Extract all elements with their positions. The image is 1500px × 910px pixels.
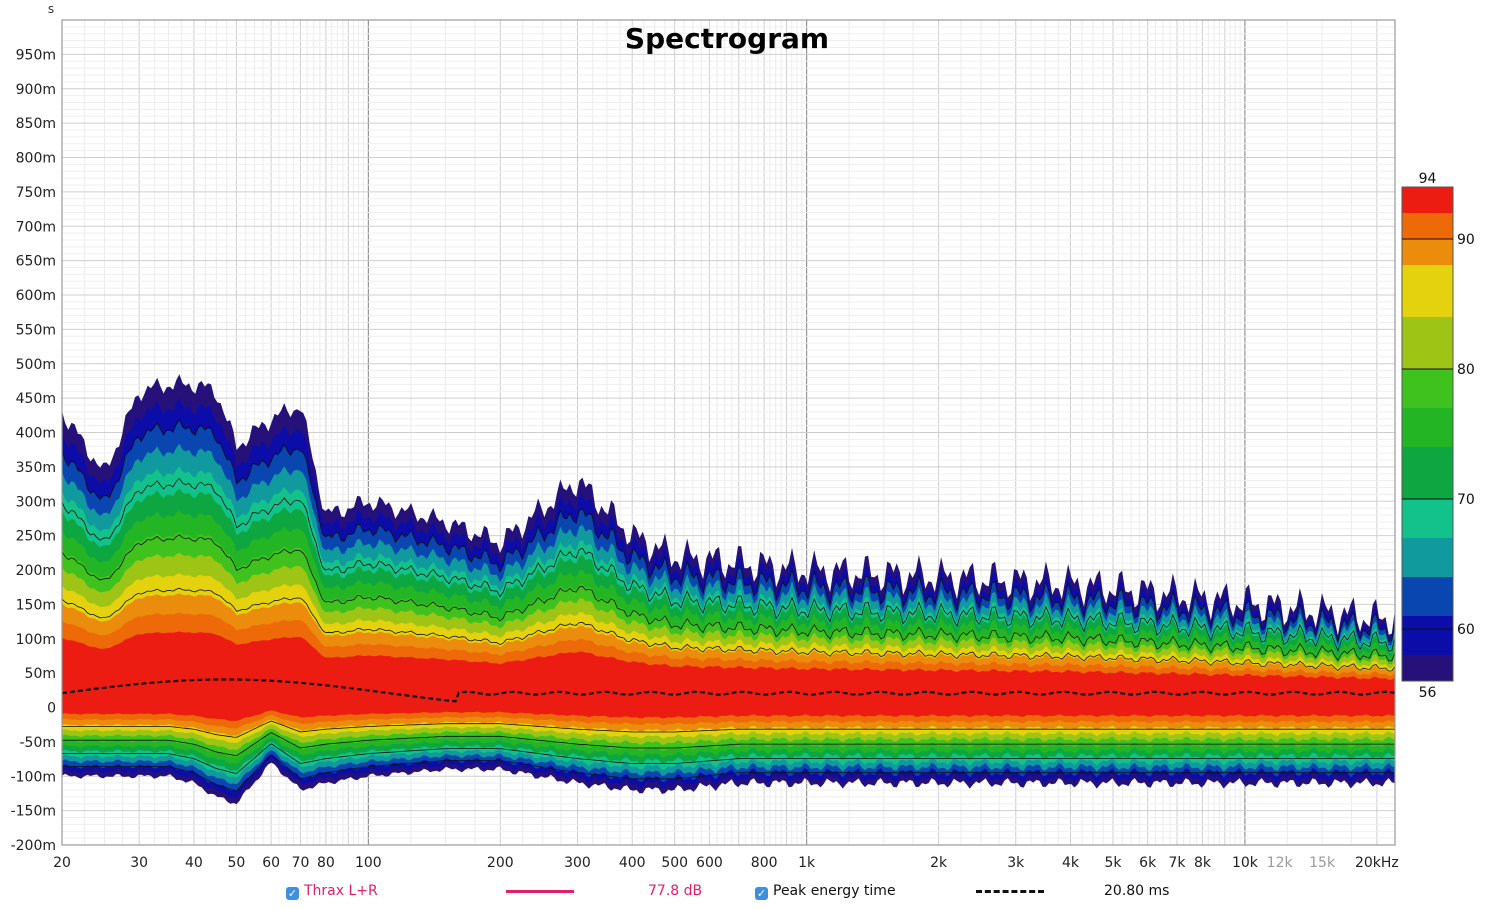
contour-line [62,732,1395,757]
colorbar: 94 90 80 70 60 56 [1401,171,1475,701]
legend-peak-toggle[interactable]: ✓ Peak energy time [755,883,896,900]
x-tick-label: 12k [1267,855,1294,871]
y-tick-label: 200m [16,563,56,579]
plot-frame [61,19,1396,846]
contour-line [62,418,1395,643]
colorbar-band [1402,499,1453,538]
y-tick-label: 450m [16,391,56,407]
x-tick-label: 400 [619,855,646,871]
legend-peak-line [976,890,1044,893]
y-tick-label: 350m [16,460,56,476]
contour-line [62,720,1395,738]
x-tick-label: 500 [661,855,688,871]
spectrogram-band [62,631,1395,721]
y-tick-label: 900m [16,82,56,98]
legend-series-level: 77.8 dB [648,883,703,899]
x-tick-label: 30 [130,855,148,871]
colorbar-label: 94 [1419,171,1437,187]
colorbar-band [1402,369,1453,408]
x-tick-label: 200 [487,855,514,871]
x-tick-label: 80 [317,855,335,871]
y-tick-label: 850m [16,116,56,132]
colorbar-label: 80 [1457,362,1475,378]
contour-line [62,477,1395,652]
y-axis-unit: s [48,2,54,16]
x-tick-label: 600 [696,855,723,871]
y-tick-label: 950m [16,47,56,63]
contour-lines [62,418,1395,792]
legend-peak-value: 20.80 ms [1104,883,1170,899]
colorbar-band [1402,577,1453,616]
y-tick-label: 400m [16,426,56,442]
colorbar-band [1402,317,1453,369]
contour-line [62,534,1395,662]
legend-peak-label: Peak energy time [773,883,896,899]
y-tick-label: 300m [16,494,56,510]
y-tick-label: 550m [16,322,56,338]
colorbar-label: 90 [1457,232,1475,248]
y-axis-ticks: 950m 900m 850m 800m 750m 700m 650m 600m 550m 500m… [11,47,56,854]
x-tick-label: 5k [1104,855,1122,871]
colorbar-band [1402,655,1453,681]
colorbar-band [1402,616,1453,655]
checkbox-icon[interactable]: ✓ [755,887,768,900]
y-tick-label: 50m [25,666,56,682]
x-tick-label: 1k [798,855,816,871]
colorbar-band [1402,408,1453,447]
chart-title: Spectrogram [625,22,829,55]
y-tick-label: 500m [16,357,56,373]
x-tick-label: 70 [292,855,310,871]
legend: ✓ Thrax L+R 77.8 dB ✓ Peak energy time 20.… [0,880,1500,904]
x-axis-ticks: 20 30 40 50 60 70 80 100 200 300 400 500 600 800 1k 2k 3… [53,855,1399,871]
colorbar-band [1402,239,1453,265]
legend-series-line [506,890,574,893]
y-tick-label: -200m [11,838,56,854]
x-tick-label: 40 [185,855,203,871]
colorbar-band [1402,265,1453,317]
y-tick-label: 600m [16,288,56,304]
x-tick-label: 3k [1007,855,1025,871]
y-tick-label: 250m [16,529,56,545]
legend-series-toggle[interactable]: ✓ Thrax L+R [286,883,378,900]
x-tick-label: 4k [1062,855,1080,871]
x-tick-label: 60 [262,855,280,871]
colorbar-label: 56 [1419,685,1437,701]
x-tick-label: 8k [1194,855,1212,871]
x-tick-label: 10k [1232,855,1259,871]
y-tick-label: 150m [16,597,56,613]
y-tick-label: 750m [16,185,56,201]
x-tick-label: 2k [930,855,948,871]
contour-line [62,743,1395,774]
colorbar-label: 60 [1457,622,1475,638]
y-tick-label: -50m [19,735,56,751]
y-tick-label: 0 [47,701,56,717]
y-tick-label: -100m [11,769,56,785]
x-tick-label: 20kHz [1355,855,1399,871]
colorbar-band [1402,187,1453,213]
x-tick-label: 7k [1169,855,1187,871]
contour-line [62,587,1395,672]
y-tick-label: 100m [16,632,56,648]
y-tick-label: 700m [16,219,56,235]
x-tick-label: 15k [1309,855,1336,871]
x-tick-label: 100 [355,855,382,871]
colorbar-band [1402,538,1453,577]
checkbox-icon[interactable]: ✓ [286,887,299,900]
peak-energy-time-line [62,678,1395,703]
x-tick-label: 800 [751,855,778,871]
colorbar-frame [1401,186,1454,682]
x-tick-label: 6k [1139,855,1157,871]
x-tick-label: 50 [227,855,245,871]
spectrogram-chart: 950m 900m 850m 800m 750m 700m 650m 600m 550m 500m… [11,2,1475,871]
y-tick-label: -150m [11,804,56,820]
y-tick-label: 650m [16,254,56,270]
colorbar-band [1402,447,1453,499]
legend-series-label: Thrax L+R [304,883,378,899]
colorbar-band [1402,213,1453,239]
contour-line [62,754,1395,792]
colorbar-label: 70 [1457,492,1475,508]
y-tick-label: 800m [16,151,56,167]
x-tick-label: 20 [53,855,71,871]
x-tick-label: 300 [564,855,591,871]
